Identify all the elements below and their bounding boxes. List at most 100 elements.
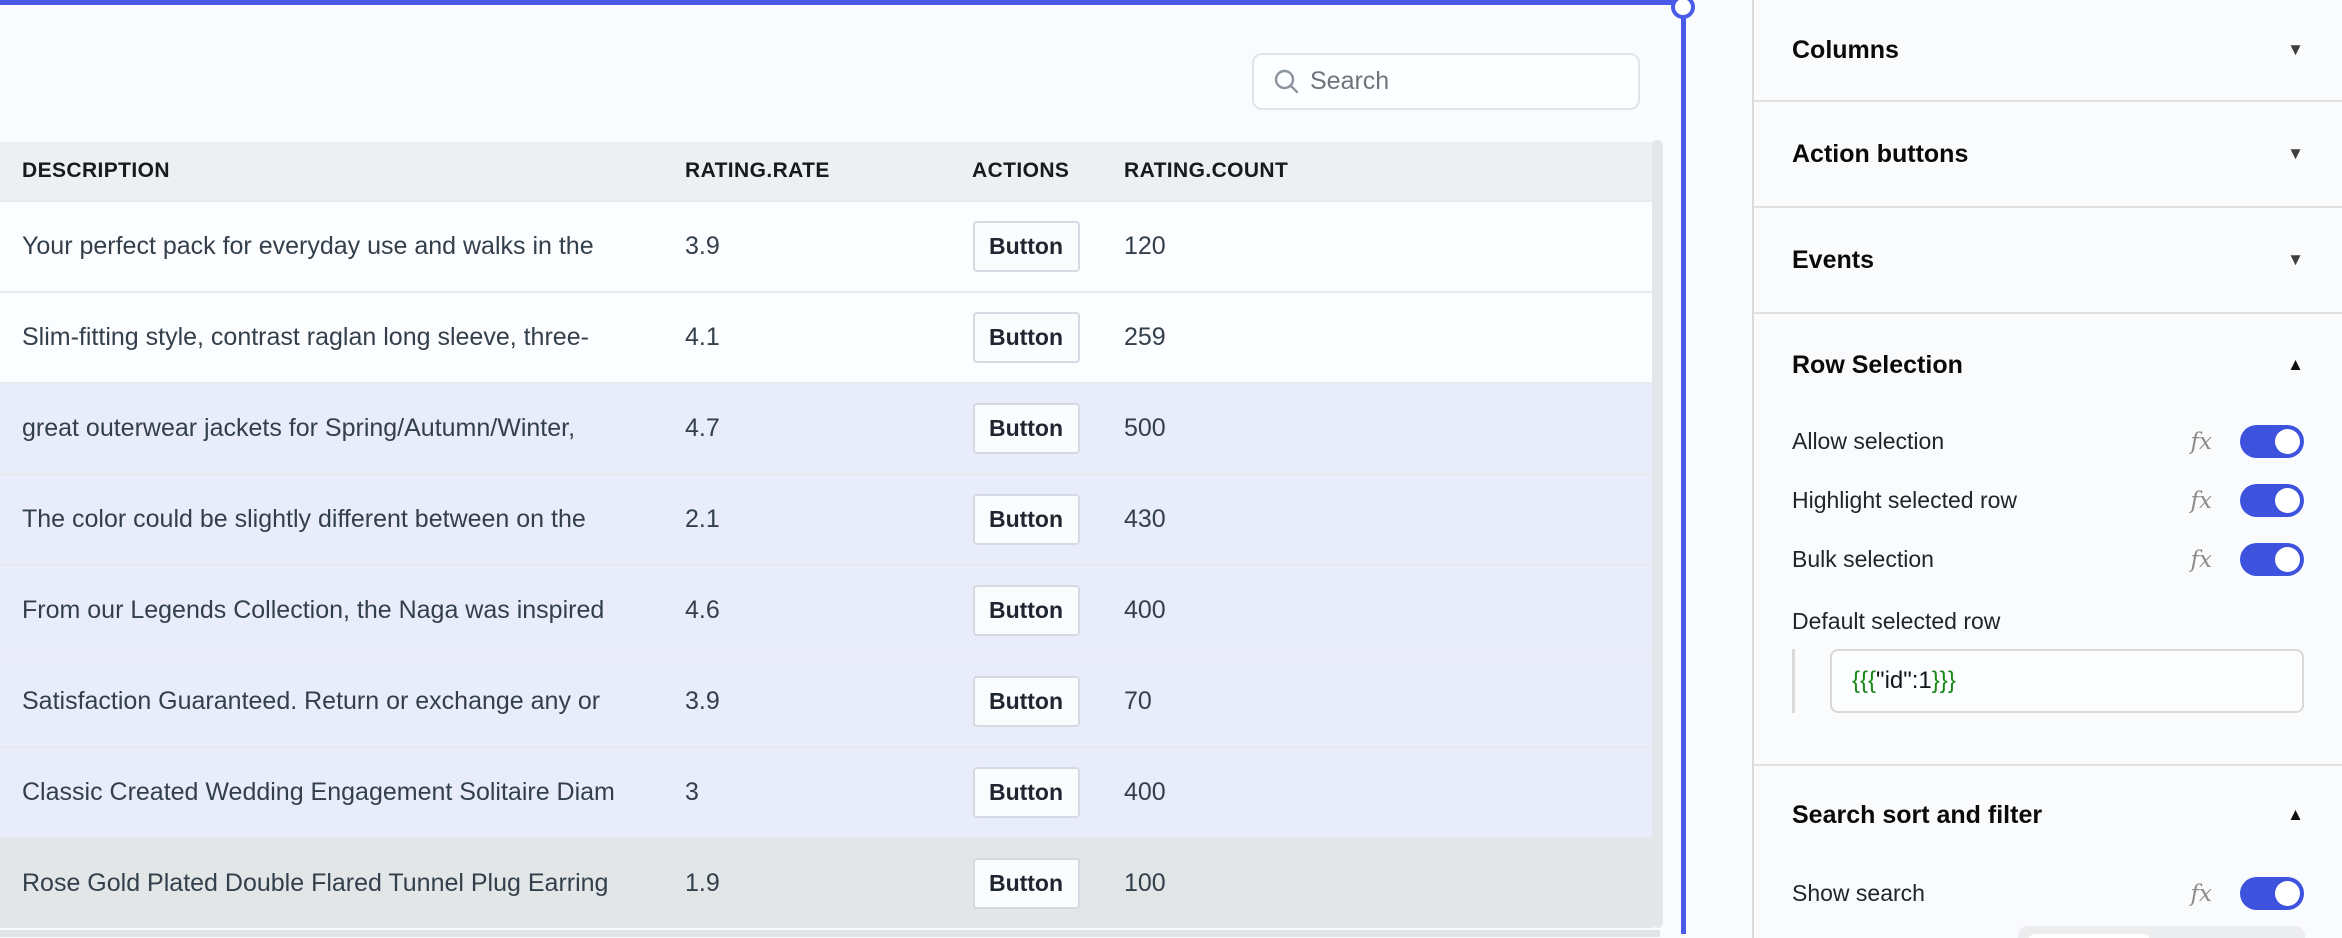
table-row[interactable]: Your perfect pack for everyday use and w…	[0, 200, 1653, 291]
row-action-button[interactable]: Button	[972, 585, 1080, 636]
chevron-down-icon: ▼	[2287, 40, 2304, 59]
search-input[interactable]	[1310, 67, 1610, 96]
code-body: "id":1	[1876, 667, 1932, 694]
cell-rating-rate: 3.9	[685, 232, 720, 260]
chevron-up-icon: ▲	[2287, 355, 2304, 374]
setting-bulk-selection: Bulk selection fx	[1792, 530, 2304, 589]
cell-rating-rate: 1.9	[685, 869, 720, 897]
table-row[interactable]: Classic Created Wedding Engagement Solit…	[0, 746, 1653, 837]
row-action-button[interactable]: Button	[972, 858, 1080, 909]
selection-border-right	[1681, 0, 1686, 934]
section-title: Events	[1792, 245, 1874, 274]
cell-rating-count: 100	[1124, 869, 1166, 897]
code-indent-line	[1792, 649, 1795, 713]
cell-rating-count: 400	[1124, 778, 1166, 806]
section-title: Row Selection	[1792, 350, 1963, 379]
section-action-buttons[interactable]: Action buttons ▼	[1754, 102, 2342, 208]
fx-binding-icon[interactable]: fx	[2190, 428, 2212, 455]
row-action-button[interactable]: Button	[972, 494, 1080, 545]
cell-rating-rate: 4.7	[685, 414, 720, 442]
table-row[interactable]: Slim-fitting style, contrast raglan long…	[0, 291, 1653, 382]
cell-description: From our Legends Collection, the Naga wa…	[22, 596, 605, 624]
cell-rating-count: 70	[1124, 687, 1152, 715]
column-header-rating-rate[interactable]: RATING.RATE	[685, 159, 830, 182]
section-row-selection: Row Selection ▲ Allow selection fx Highl…	[1754, 314, 2342, 766]
table-row[interactable]: From our Legends Collection, the Naga wa…	[0, 564, 1653, 655]
section-search-sort-filter: Search sort and filter ▲ Show search fx	[1754, 766, 2342, 938]
table-row[interactable]: great outerwear jackets for Spring/Autum…	[0, 382, 1653, 473]
code-close-braces: }}}	[1931, 667, 1956, 694]
setting-label: Bulk selection	[1792, 546, 1934, 572]
section-title: Search sort and filter	[1792, 800, 2043, 829]
row-action-button[interactable]: Button	[972, 676, 1080, 727]
section-title: Columns	[1792, 35, 1899, 64]
cell-description: Classic Created Wedding Engagement Solit…	[22, 778, 615, 806]
toggle-knob	[2275, 488, 2300, 513]
table-vertical-scrollbar[interactable]	[1652, 140, 1663, 928]
setting-label: Highlight selected row	[1792, 487, 2018, 513]
default-selected-row-label: Default selected row	[1792, 608, 2001, 634]
cell-rating-count: 430	[1124, 505, 1166, 533]
cell-description: Rose Gold Plated Double Flared Tunnel Pl…	[22, 869, 609, 897]
selection-border-top	[0, 0, 1684, 5]
cell-description: Your perfect pack for everyday use and w…	[22, 232, 594, 260]
cell-description: great outerwear jackets for Spring/Autum…	[22, 414, 576, 442]
column-header-rating-count[interactable]: RATING.COUNT	[1124, 159, 1289, 182]
search-icon	[1274, 69, 1299, 94]
cell-rating-count: 500	[1124, 414, 1166, 442]
table-horizontal-scrollbar[interactable]	[0, 930, 1660, 937]
toggle-knob	[2275, 547, 2300, 572]
setting-label: Show search	[1792, 880, 1925, 906]
row-action-button[interactable]: Button	[972, 767, 1080, 818]
cell-description: The color could be slightly different be…	[22, 505, 586, 533]
table-row[interactable]: Satisfaction Guaranteed. Return or excha…	[0, 655, 1653, 746]
setting-show-search: Show search fx	[1792, 864, 2304, 923]
property-pane: Columns ▼ Action buttons ▼ Events ▼ Row …	[1752, 0, 2342, 938]
show-search-toggle[interactable]	[2240, 877, 2304, 910]
section-search-sort-filter-header[interactable]: Search sort and filter ▲	[1792, 766, 2304, 850]
code-open-braces: {{{	[1852, 667, 1877, 694]
cell-rating-rate: 2.1	[685, 505, 720, 533]
default-selected-row-input[interactable]: {{{"id":1}}}	[1830, 649, 2304, 713]
fx-binding-icon[interactable]: fx	[2190, 487, 2212, 514]
table-search-box[interactable]	[1252, 53, 1640, 110]
section-events[interactable]: Events ▼	[1754, 208, 2342, 314]
column-header-description[interactable]: DESCRIPTION	[22, 159, 170, 182]
cell-rating-rate: 3	[685, 778, 699, 806]
section-title: Action buttons	[1792, 139, 1969, 168]
allow-selection-toggle[interactable]	[2240, 425, 2304, 458]
chevron-down-icon: ▼	[2287, 250, 2304, 269]
cell-rating-count: 120	[1124, 232, 1166, 260]
section-columns[interactable]: Columns ▼	[1754, 0, 2342, 102]
setting-highlight-selected-row: Highlight selected row fx	[1792, 471, 2304, 530]
cell-description: Satisfaction Guaranteed. Return or excha…	[22, 687, 601, 715]
segmented-control[interactable]	[2018, 926, 2305, 938]
toggle-knob	[2275, 881, 2300, 906]
cell-description: Slim-fitting style, contrast raglan long…	[22, 323, 589, 351]
cell-rating-rate: 4.1	[685, 323, 720, 351]
setting-allow-selection: Allow selection fx	[1792, 412, 2304, 471]
fx-binding-icon[interactable]: fx	[2190, 546, 2212, 573]
row-action-button[interactable]: Button	[972, 312, 1080, 363]
resize-handle[interactable]	[1671, 0, 1695, 19]
cell-rating-count: 400	[1124, 596, 1166, 624]
chevron-down-icon: ▼	[2287, 144, 2304, 163]
table-row[interactable]: The color could be slightly different be…	[0, 473, 1653, 564]
row-action-button[interactable]: Button	[972, 221, 1080, 272]
chevron-up-icon: ▲	[2287, 805, 2304, 824]
table-header-row: DESCRIPTION RATING.RATE ACTIONS RATING.C…	[0, 142, 1653, 200]
segmented-control-active-option[interactable]	[2028, 934, 2150, 938]
section-row-selection-header[interactable]: Row Selection ▲	[1792, 314, 2304, 400]
fx-binding-icon[interactable]: fx	[2190, 880, 2212, 907]
bulk-selection-toggle[interactable]	[2240, 543, 2304, 576]
toggle-knob	[2275, 429, 2300, 454]
table-row[interactable]: Rose Gold Plated Double Flared Tunnel Pl…	[0, 837, 1653, 928]
column-header-actions[interactable]: ACTIONS	[972, 159, 1070, 182]
cell-rating-rate: 4.6	[685, 596, 720, 624]
setting-label: Allow selection	[1792, 428, 1945, 454]
cell-rating-rate: 3.9	[685, 687, 720, 715]
highlight-selected-row-toggle[interactable]	[2240, 484, 2304, 517]
table-widget: DESCRIPTION RATING.RATE ACTIONS RATING.C…	[0, 142, 1653, 928]
cell-rating-count: 259	[1124, 323, 1166, 351]
row-action-button[interactable]: Button	[972, 403, 1080, 454]
